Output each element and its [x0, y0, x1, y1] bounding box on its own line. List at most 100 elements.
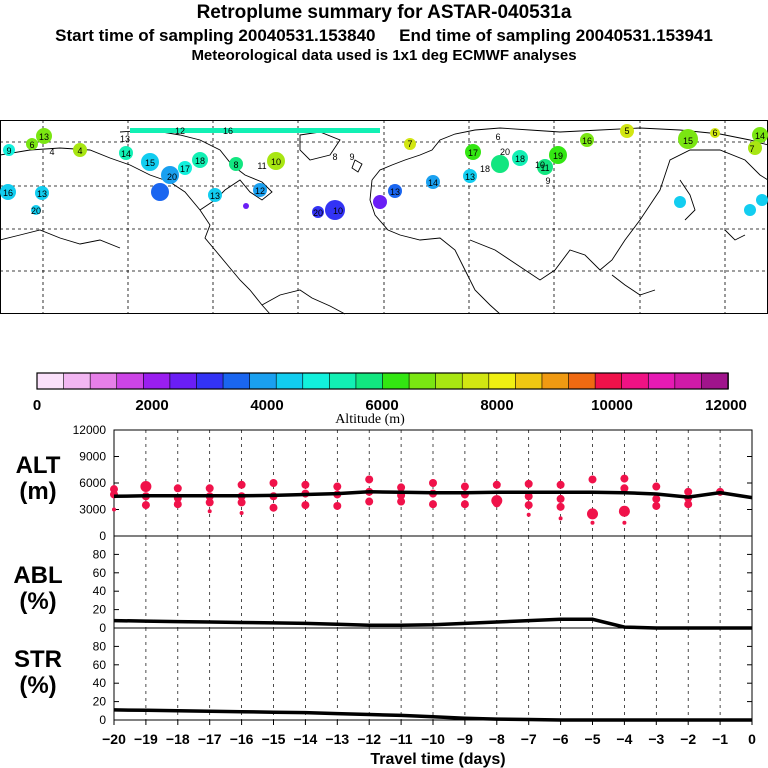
- altitude-point: [618, 505, 630, 517]
- marker: [208, 188, 222, 202]
- marker: [549, 146, 567, 164]
- marker: [491, 155, 509, 173]
- colorbar-cell: [222, 372, 251, 390]
- abl-label-line2: (%): [19, 588, 57, 615]
- start-time-label: Start time of sampling 20040531.153840: [55, 26, 376, 45]
- y-tick-label: 0: [99, 713, 106, 727]
- colorbar-cell: [89, 372, 118, 390]
- marker: [744, 204, 756, 216]
- marker-label: 13: [39, 132, 49, 142]
- altitude-colorbar: 0 2000 4000 6000 8000 10000 12000 Altitu…: [33, 372, 747, 427]
- colorbar-cell: [329, 372, 357, 390]
- marker: [253, 183, 267, 197]
- marker-label: 15: [145, 158, 155, 168]
- altitude-point: [237, 480, 246, 489]
- colorbar-cells: [36, 372, 729, 390]
- altitude-point: [526, 512, 531, 517]
- x-tick-label: −15: [262, 731, 286, 747]
- colorbar-cell: [275, 372, 304, 390]
- colorbar-tick: 0: [33, 397, 41, 414]
- marker-label: 4: [49, 147, 54, 157]
- marker: [0, 184, 16, 200]
- colorbar-cell: [116, 372, 145, 390]
- x-tick-label: −3: [648, 731, 664, 747]
- marker-label: 11: [540, 163, 549, 173]
- altitude-point: [397, 497, 406, 506]
- marker-label: 10: [535, 160, 545, 170]
- altitude-point: [301, 501, 310, 510]
- chart-title: Retroplume summary for ASTAR-040531a: [196, 2, 572, 23]
- colorbar-tick: 10000: [591, 397, 633, 414]
- altitude-point: [620, 474, 629, 483]
- altitude-point: [590, 520, 595, 525]
- marker-label: 9: [6, 146, 11, 156]
- altitude-point: [173, 500, 182, 509]
- altitude-point: [652, 482, 661, 491]
- marker-label: 16: [3, 188, 13, 198]
- marker: [73, 143, 87, 157]
- marker-label: 10: [333, 206, 343, 216]
- altitude-point: [429, 479, 437, 487]
- x-tick-label: −16: [230, 731, 254, 747]
- x-tick-label: −13: [325, 731, 349, 747]
- met-data-label: Meteorological data used is 1x1 deg ECMW…: [191, 47, 577, 64]
- marker: [752, 127, 768, 143]
- altitude-point: [622, 520, 627, 525]
- marker: [756, 194, 768, 206]
- altitude-point: [269, 479, 278, 487]
- marker: [31, 205, 41, 215]
- altitude-point: [587, 508, 598, 520]
- marker-label: 12: [175, 126, 185, 136]
- marker-label: 6: [712, 128, 717, 138]
- altitude-point: [239, 511, 244, 516]
- marker: [426, 175, 440, 189]
- y-tick-label: 40: [93, 676, 107, 690]
- colorbar-cell: [674, 372, 703, 390]
- marker-label: 15: [683, 136, 693, 146]
- alt-label-line1: ALT: [15, 452, 61, 479]
- marker: [674, 196, 686, 208]
- marker: [710, 128, 720, 138]
- abl-panel-label: ABL (%): [3, 563, 73, 615]
- marker-label: 6: [29, 140, 34, 150]
- marker-label: 19: [553, 151, 563, 161]
- colorbar-tick: 4000: [250, 397, 283, 414]
- marker-label: 7: [749, 144, 754, 154]
- marker-label: 13: [210, 191, 220, 201]
- colorbar-cell: [143, 372, 171, 390]
- marker-label: 13: [465, 172, 475, 182]
- x-tick-label: −4: [616, 731, 632, 747]
- altitude-point: [237, 498, 246, 507]
- altitude-point: [140, 481, 152, 493]
- colorbar-cell: [382, 372, 410, 390]
- y-tick-label: 6000: [79, 476, 106, 490]
- altitude-point: [492, 480, 501, 489]
- altitude-point: [141, 501, 150, 510]
- panel-plots: 0 3000 6000 9000 12000 0 20 40 60 80 0 20 40 60 80: [73, 423, 753, 727]
- marker: [243, 203, 249, 209]
- altitude-point: [365, 475, 374, 484]
- marker-label: 6: [495, 132, 500, 142]
- marker: [537, 159, 553, 175]
- marker: [678, 129, 698, 149]
- y-tick-label: 80: [93, 639, 107, 653]
- altitude-point: [207, 509, 212, 514]
- plume-band: [130, 128, 380, 133]
- marker: [141, 153, 159, 171]
- marker: [512, 150, 528, 166]
- marker-label: 20: [167, 172, 177, 182]
- x-tick-label: −6: [553, 731, 569, 747]
- marker: [325, 200, 345, 220]
- altitude-point: [365, 497, 374, 506]
- y-tick-label: 9000: [79, 450, 106, 464]
- marker-label: 9: [349, 152, 354, 162]
- marker-labels: 9 6 13 4 4 14 12 15 10 19 18 10 17 20 18…: [3, 126, 765, 218]
- colorbar-tick: 8000: [480, 397, 513, 414]
- y-tick-label: 20: [93, 603, 107, 617]
- y-tick-label: 0: [99, 529, 106, 543]
- altitude-point: [652, 501, 661, 510]
- x-axis-label: Travel time (days): [370, 751, 505, 768]
- altitude-point: [205, 498, 214, 507]
- marker: [229, 157, 243, 171]
- str-panel-label: STR (%): [3, 647, 73, 699]
